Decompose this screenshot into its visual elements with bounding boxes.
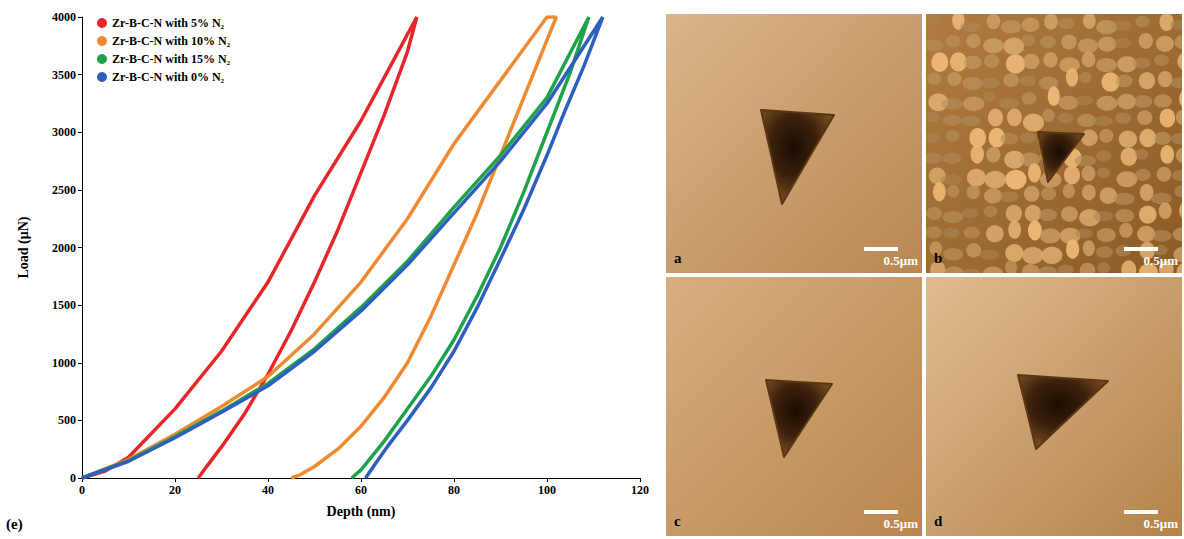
svg-text:Load (μN): Load (μN) <box>16 216 32 278</box>
svg-text:120: 120 <box>631 483 649 497</box>
svg-text:40: 40 <box>262 483 274 497</box>
svg-text:4000: 4000 <box>52 10 76 24</box>
svg-text:2500: 2500 <box>52 183 76 197</box>
svg-text:0.5μm: 0.5μm <box>1144 253 1179 268</box>
svg-text:3500: 3500 <box>52 68 76 82</box>
svg-text:2000: 2000 <box>52 241 76 255</box>
svg-text:Zr-B-C-N with 0% N₂: Zr-B-C-N with 0% N₂ <box>112 70 225 84</box>
svg-text:a: a <box>674 250 682 266</box>
svg-text:(e): (e) <box>6 516 23 533</box>
svg-text:0.5μm: 0.5μm <box>884 253 919 268</box>
svg-text:0: 0 <box>79 483 85 497</box>
svg-text:20: 20 <box>169 483 181 497</box>
svg-text:b: b <box>934 250 942 266</box>
svg-text:c: c <box>674 513 681 529</box>
svg-text:60: 60 <box>355 483 367 497</box>
svg-text:Zr-B-C-N with 15% N₂: Zr-B-C-N with 15% N₂ <box>112 52 231 66</box>
svg-text:Depth (nm): Depth (nm) <box>327 504 396 520</box>
svg-text:0.5μm: 0.5μm <box>884 516 919 531</box>
svg-text:Zr-B-C-N with 10% N₂: Zr-B-C-N with 10% N₂ <box>112 34 231 48</box>
svg-text:3000: 3000 <box>52 125 76 139</box>
svg-text:d: d <box>934 513 943 529</box>
svg-text:500: 500 <box>58 413 76 427</box>
svg-text:100: 100 <box>538 483 556 497</box>
svg-text:Zr-B-C-N with 5% N₂: Zr-B-C-N with 5% N₂ <box>112 16 225 30</box>
svg-text:80: 80 <box>448 483 460 497</box>
svg-text:0: 0 <box>70 471 76 485</box>
svg-text:1500: 1500 <box>52 298 76 312</box>
svg-text:1000: 1000 <box>52 356 76 370</box>
svg-text:0.5μm: 0.5μm <box>1144 516 1179 531</box>
